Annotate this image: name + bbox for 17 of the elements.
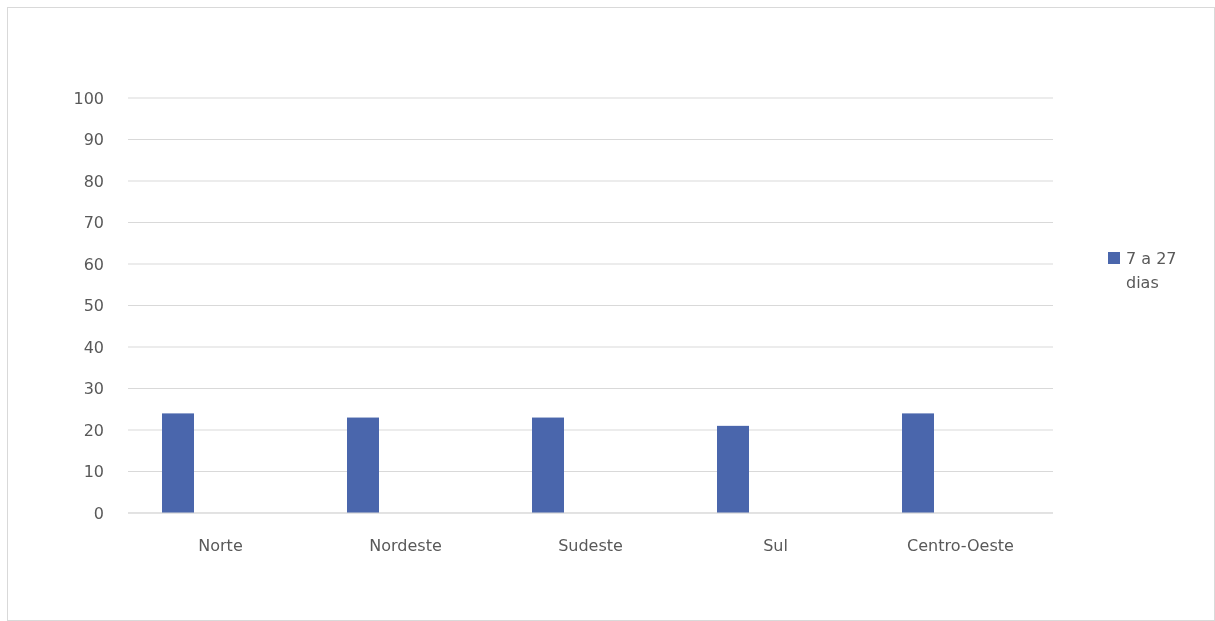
y-tick-label: 10 <box>83 462 104 482</box>
x-tick-label: Centro-Oeste <box>907 535 1014 555</box>
y-tick-label: 80 <box>83 171 104 191</box>
y-tick-label: 60 <box>83 254 104 274</box>
legend-label: 7 a 27 dias <box>1126 248 1177 292</box>
y-tick-label: 100 <box>73 88 104 108</box>
y-tick-label: 20 <box>83 420 104 440</box>
y-tick-label: 70 <box>83 213 104 233</box>
y-tick-label: 30 <box>83 379 104 399</box>
x-tick-label: Norte <box>198 535 243 555</box>
y-tick-label: 0 <box>93 503 104 523</box>
x-tick-label: Sul <box>763 535 788 555</box>
x-tick-label: Sudeste <box>558 535 623 555</box>
y-tick-label: 90 <box>83 130 104 150</box>
y-tick-label: 50 <box>83 296 104 316</box>
x-tick-label: Nordeste <box>369 535 442 555</box>
y-tick-label: 40 <box>83 337 104 357</box>
